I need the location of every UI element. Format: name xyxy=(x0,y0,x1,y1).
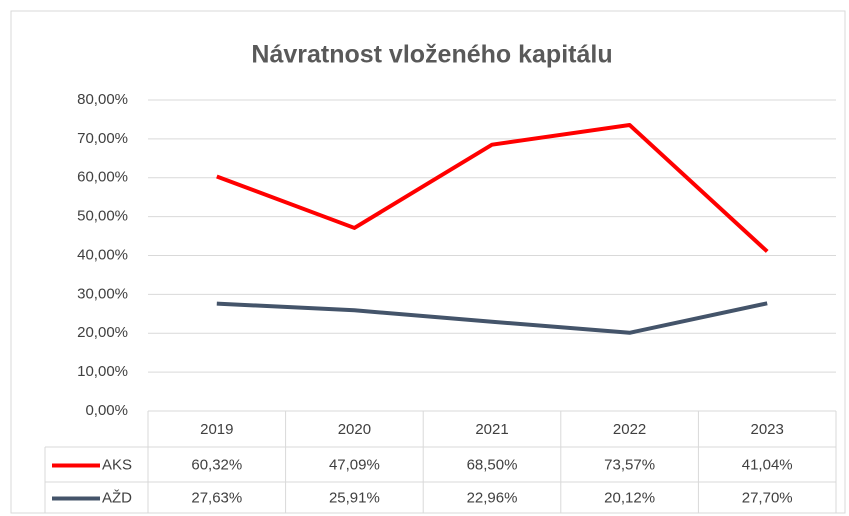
data-label: 27,70% xyxy=(742,489,793,506)
x-tick-label: 2019 xyxy=(200,421,233,438)
data-label: 73,57% xyxy=(604,456,655,473)
data-label: 47,09% xyxy=(329,456,380,473)
data-label: 60,32% xyxy=(191,456,242,473)
y-tick-label: 10,00% xyxy=(77,363,128,380)
series-line xyxy=(216,301,768,335)
data-label: 20,12% xyxy=(604,489,655,506)
legend-label: AKS xyxy=(102,456,132,473)
data-label: 25,91% xyxy=(329,489,380,506)
series-line xyxy=(216,122,769,253)
chart-title: Návratnost vloženého kapitálu xyxy=(251,41,612,69)
data-label: 68,50% xyxy=(467,456,518,473)
y-tick-label: 40,00% xyxy=(77,246,128,263)
x-tick-label: 2021 xyxy=(475,421,508,438)
data-label: 22,96% xyxy=(467,489,518,506)
data-label: 27,63% xyxy=(191,489,242,506)
y-tick-label: 30,00% xyxy=(77,285,128,302)
data-label: 41,04% xyxy=(742,456,793,473)
y-tick-label: 0,00% xyxy=(85,402,128,419)
x-tick-label: 2020 xyxy=(338,421,371,438)
y-tick-label: 70,00% xyxy=(77,130,128,147)
x-tick-label: 2023 xyxy=(751,421,784,438)
y-tick-label: 50,00% xyxy=(77,208,128,225)
y-tick-label: 60,00% xyxy=(77,169,128,186)
y-tick-label: 80,00% xyxy=(77,91,128,108)
chart-border xyxy=(10,10,846,514)
y-tick-label: 20,00% xyxy=(77,324,128,341)
legend-label: AŽD xyxy=(102,489,132,506)
x-tick-label: 2022 xyxy=(613,421,646,438)
